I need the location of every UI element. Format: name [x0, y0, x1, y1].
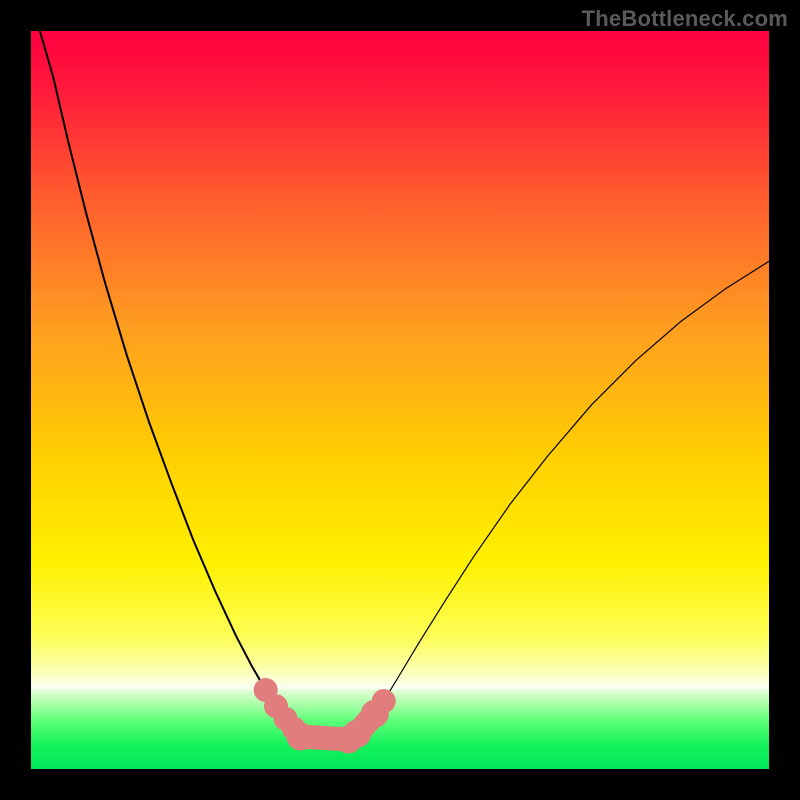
plot-area	[31, 31, 769, 769]
curve-left	[40, 31, 301, 734]
watermark-text: TheBottleneck.com	[582, 6, 788, 32]
curves-svg	[31, 31, 769, 769]
curve-right	[357, 261, 769, 733]
chart-frame: TheBottleneck.com	[0, 0, 800, 800]
marker-right-end-dot	[372, 689, 396, 713]
marker-bottom-cap-left	[286, 723, 314, 751]
